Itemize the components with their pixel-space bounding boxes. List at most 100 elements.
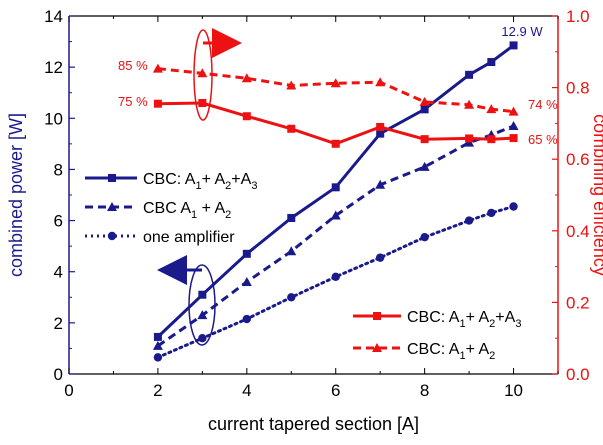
left-tick-label: 2 — [54, 314, 63, 333]
legend-right-entry — [353, 343, 401, 352]
annotation-max-power: 12.9 W — [501, 24, 543, 39]
data-point — [331, 183, 340, 192]
data-point — [465, 134, 474, 143]
data-point — [331, 139, 340, 148]
right-axis-title: combining efficiency — [590, 114, 603, 276]
data-point — [487, 208, 496, 218]
right-tick-label: 0.6 — [566, 150, 590, 169]
data-point — [419, 96, 430, 106]
data-point — [198, 334, 207, 343]
data-point — [153, 332, 162, 341]
data-point — [330, 210, 341, 220]
series-0 — [153, 41, 518, 341]
right-tick-label: 0.0 — [566, 365, 590, 384]
right-tick-label: 0.4 — [566, 222, 590, 241]
data-point — [152, 63, 163, 73]
data-point — [465, 70, 474, 79]
data-point — [420, 135, 429, 144]
data-point — [420, 105, 429, 114]
data-point — [509, 41, 518, 50]
left-axis-title: combined power [W] — [6, 113, 26, 277]
data-point — [286, 80, 297, 90]
data-point — [242, 249, 251, 258]
data-point — [420, 232, 429, 242]
data-point — [509, 202, 518, 211]
data-point — [287, 214, 296, 223]
legend-left-label: CBC: A1+ A2+A3 — [143, 171, 257, 192]
data-point — [464, 99, 475, 109]
data-point — [197, 310, 208, 320]
left-tick-label: 4 — [54, 263, 63, 282]
legend-left-label: CBC A1 + A2 — [143, 200, 231, 221]
annotation-85-percent: 85 % — [118, 58, 148, 73]
legend-right-label: CBC: A1+ A2+A3 — [407, 309, 521, 330]
data-point — [287, 124, 296, 133]
data-point — [376, 122, 385, 131]
data-point — [375, 179, 386, 189]
data-point — [419, 161, 430, 171]
data-point — [198, 98, 207, 107]
left-tick-label: 10 — [44, 109, 63, 128]
series-3 — [153, 98, 518, 148]
series-line — [157, 67, 514, 114]
legend-left-entry — [85, 231, 137, 241]
left-tick-label: 0 — [54, 365, 63, 384]
data-point — [508, 120, 519, 130]
x-tick-label: 10 — [504, 381, 523, 400]
legend-marker — [107, 231, 117, 241]
series-line — [157, 101, 514, 146]
left-tick-label: 12 — [44, 58, 63, 77]
data-point — [287, 293, 296, 302]
data-point — [330, 78, 341, 88]
legend-left-label: one amplifier — [143, 229, 235, 246]
data-point — [241, 276, 252, 286]
right-tick-label: 0.2 — [566, 293, 590, 312]
series-2 — [153, 202, 518, 362]
right-tick-label: 0.8 — [566, 79, 590, 98]
data-point — [242, 314, 252, 324]
legend-marker — [107, 202, 117, 211]
legend-left-entry — [85, 202, 137, 211]
left-tick-label: 6 — [54, 212, 63, 231]
x-tick-label: 4 — [242, 381, 251, 400]
data-point — [153, 353, 163, 362]
annotation-65-percent: 65 % — [528, 132, 558, 147]
data-point — [152, 340, 163, 350]
data-point — [486, 104, 497, 114]
data-point — [242, 112, 251, 121]
data-point — [375, 253, 385, 262]
annotation-74-percent: 74 % — [528, 97, 558, 112]
x-tick-label: 0 — [64, 381, 73, 400]
x-axis-title: current tapered section [A] — [208, 414, 419, 434]
data-point — [241, 73, 252, 83]
data-point — [376, 129, 385, 138]
right-tick-label: 1.0 — [566, 7, 590, 26]
legend-marker — [108, 174, 116, 182]
data-point — [153, 99, 162, 108]
series-line — [156, 205, 515, 359]
legend-marker — [373, 312, 381, 320]
x-tick-label: 2 — [153, 381, 162, 400]
data-point — [331, 272, 340, 282]
legend-right-label: CBC: A1+ A2 — [407, 341, 495, 362]
data-point — [464, 216, 474, 225]
legend-right-entry — [353, 312, 401, 320]
data-point — [509, 134, 518, 143]
annotation-75-percent: 75 % — [118, 94, 148, 109]
left-tick-label: 14 — [44, 7, 63, 26]
series-4 — [152, 63, 519, 116]
data-point — [198, 290, 207, 299]
data-point — [487, 58, 496, 67]
data-point — [487, 135, 496, 144]
legend-left-entry — [85, 174, 137, 182]
data-point — [286, 246, 297, 256]
data-point — [375, 77, 386, 87]
left-tick-label: 8 — [54, 160, 63, 179]
series-line — [156, 44, 515, 338]
x-tick-label: 8 — [420, 381, 429, 400]
x-tick-label: 6 — [331, 381, 340, 400]
data-point — [197, 68, 208, 78]
legend-marker — [372, 343, 382, 352]
